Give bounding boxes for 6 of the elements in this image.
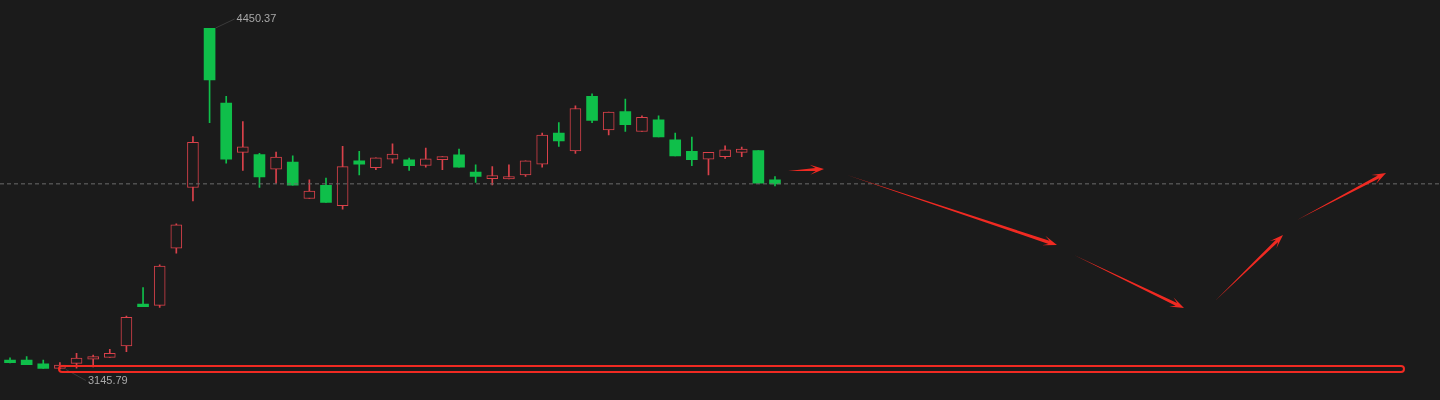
text: 3145.79 (87, 373, 128, 386)
candlestick (137, 287, 149, 307)
candlestick (237, 121, 249, 171)
text: 4450.37 (236, 12, 277, 25)
candlestick (353, 151, 366, 176)
candlestick (503, 164, 515, 180)
